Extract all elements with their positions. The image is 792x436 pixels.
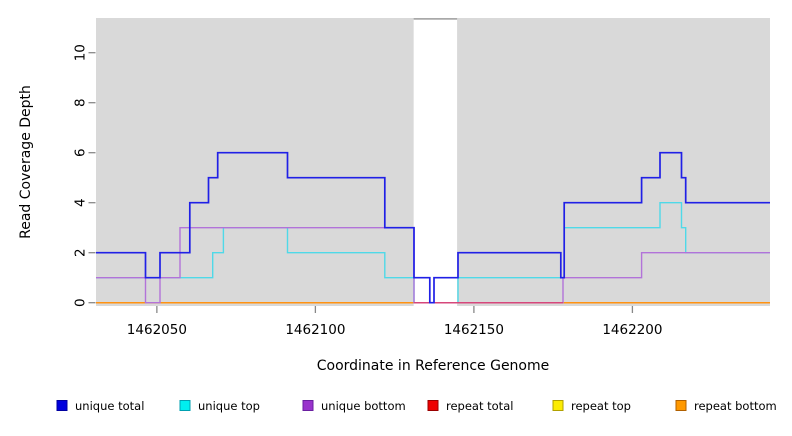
legend-label-repeat-bottom: repeat bottom: [694, 399, 777, 413]
x-tick-label: 1462100: [285, 322, 345, 338]
legend-swatch-repeat-top: [552, 400, 564, 411]
masked-region-rect: [413, 18, 458, 306]
axes: 1462050 1462100 1462150 1462200 0 2 4 6 8 10: [73, 44, 663, 338]
series-unique-bottom: [96, 227, 770, 304]
x-tick-label: 1462200: [602, 322, 662, 338]
y-tick-label: 4: [73, 198, 89, 207]
legend-swatch-unique-total: [56, 400, 68, 411]
legend-label-unique-bottom: unique bottom: [321, 399, 406, 413]
y-tick-label: 6: [73, 148, 89, 157]
y-tick-label: 10: [73, 44, 89, 61]
y-axis-label: Read Coverage Depth: [18, 85, 34, 239]
x-tick-label: 1462050: [127, 322, 187, 338]
masked-region: [413, 18, 458, 306]
series-unique-total: [96, 151, 770, 304]
y-tick-label: 2: [73, 248, 89, 257]
legend-label-unique-top: unique top: [198, 399, 260, 413]
legend: unique total unique top unique bottom repea…: [56, 399, 777, 413]
y-tick-label: 8: [73, 98, 89, 107]
legend-swatch-repeat-total: [427, 400, 439, 411]
legend-label-unique-total: unique total: [75, 399, 144, 413]
legend-swatch-unique-bottom: [302, 400, 314, 411]
series-lines: [96, 151, 770, 304]
legend-swatch-repeat-bottom: [675, 400, 687, 411]
legend-label-repeat-top: repeat top: [571, 399, 631, 413]
legend-label-repeat-total: repeat total: [446, 399, 513, 413]
y-tick-label: 0: [73, 298, 89, 307]
x-tick-label: 1462150: [444, 322, 504, 338]
x-axis-label: Coordinate in Reference Genome: [317, 358, 550, 374]
legend-swatch-unique-top: [179, 400, 191, 411]
